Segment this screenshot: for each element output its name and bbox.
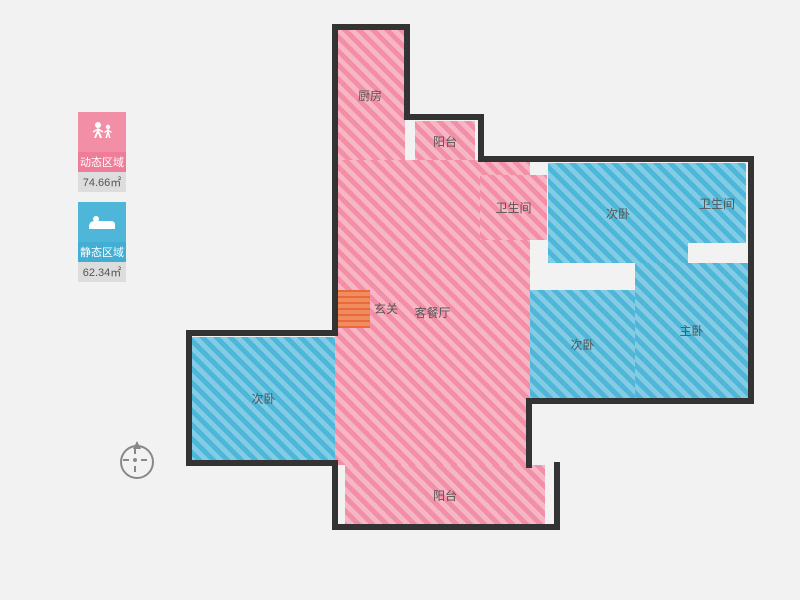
- wall: [332, 460, 338, 530]
- dynamic-zone-value: 74.66㎡: [78, 172, 126, 192]
- legend-dynamic: 动态区域 74.66㎡: [78, 112, 126, 192]
- entry-label: 玄关: [374, 300, 398, 317]
- room-bed2b: 次卧: [530, 290, 635, 398]
- room-label: 次卧: [606, 205, 630, 222]
- room-bed2c: 次卧: [192, 337, 335, 460]
- room-label: 客餐厅: [414, 304, 450, 321]
- room-bath2: 卫生间: [688, 163, 746, 243]
- static-zone-label: 静态区域: [78, 242, 126, 262]
- wall: [186, 460, 338, 466]
- room-bed2a: 次卧: [548, 163, 688, 263]
- room-label: 次卧: [251, 390, 275, 407]
- room-bath1: 卫生间: [480, 175, 547, 240]
- compass-icon: [120, 445, 154, 479]
- room-label: 阳台: [433, 487, 457, 504]
- wall: [332, 24, 410, 30]
- wall: [526, 398, 754, 404]
- wall: [332, 156, 338, 336]
- room-label: 厨房: [358, 87, 382, 104]
- static-zone-icon: [78, 202, 126, 242]
- static-zone-value: 62.34㎡: [78, 262, 126, 282]
- room-label: 卫生间: [495, 199, 531, 216]
- dynamic-zone-icon: [78, 112, 126, 152]
- wall: [332, 24, 338, 164]
- wall: [332, 524, 560, 530]
- people-icon: [89, 120, 115, 144]
- room-label: 阳台: [433, 133, 457, 150]
- room-label: 主卧: [679, 322, 703, 339]
- room-kitchen: 厨房: [335, 30, 405, 160]
- wall: [404, 114, 484, 120]
- room-entry: [338, 290, 370, 328]
- legend-static: 静态区域 62.34㎡: [78, 202, 126, 282]
- room-label: 卫生间: [699, 195, 735, 212]
- sleep-icon: [87, 211, 117, 233]
- wall: [478, 114, 484, 160]
- wall: [186, 330, 192, 466]
- room-master: 主卧: [635, 263, 748, 398]
- wall: [478, 156, 754, 162]
- room-label: 次卧: [570, 336, 594, 353]
- wall: [748, 156, 754, 404]
- wall: [186, 330, 338, 336]
- wall: [554, 462, 560, 530]
- room-balcony2: 阳台: [345, 465, 545, 525]
- room-balcony1: 阳台: [415, 121, 475, 161]
- dynamic-zone-label: 动态区域: [78, 152, 126, 172]
- wall: [404, 24, 410, 120]
- wall: [526, 398, 532, 468]
